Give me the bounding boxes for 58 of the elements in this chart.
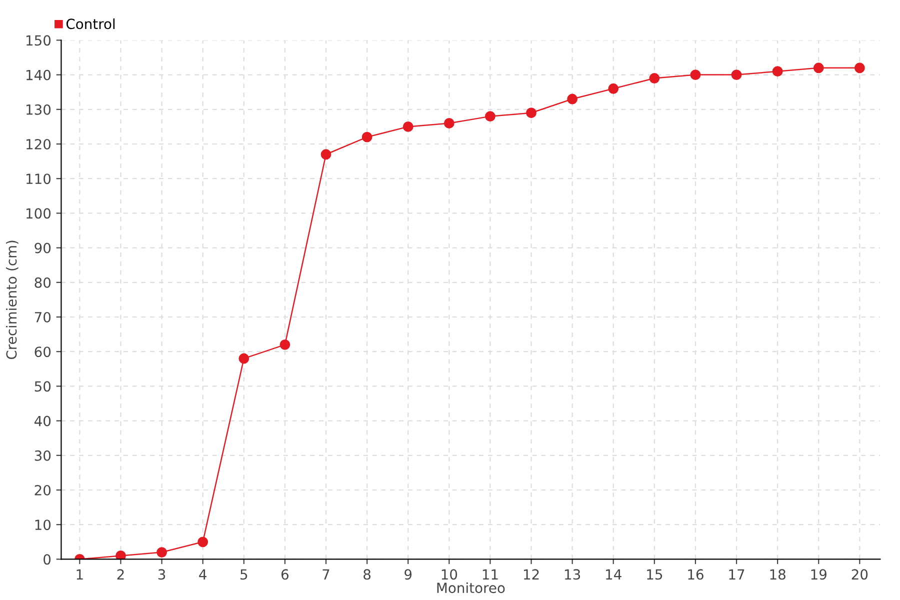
x-tick-label: 5	[240, 569, 248, 580]
point	[198, 536, 208, 548]
x-tick-label: 16	[688, 569, 704, 580]
x-tick-label: 4	[199, 569, 206, 580]
y-tick-label: 110	[26, 174, 51, 184]
point	[526, 108, 536, 118]
y-tick-label: 80	[34, 277, 51, 288]
x-tick-label: 9	[404, 569, 412, 580]
x-tick-label: 6	[281, 569, 288, 580]
point	[238, 353, 250, 364]
y-tick-label: 90	[34, 242, 51, 254]
point	[402, 121, 414, 132]
x-tick-label: 20	[852, 569, 868, 580]
x-tick-label: 14	[606, 569, 622, 580]
x-tick-label: 18	[770, 569, 786, 580]
y-tick-label: 10	[35, 520, 51, 530]
legend-label: Control	[66, 18, 115, 30]
y-tick-label: 100	[26, 208, 51, 219]
point	[772, 66, 783, 77]
point	[444, 118, 454, 128]
point	[813, 62, 824, 74]
point	[649, 73, 660, 84]
x-tick-label: 15	[647, 569, 662, 580]
y-tick-label: 30	[34, 450, 51, 461]
y-tick-label: 130	[26, 104, 51, 115]
x-tick-label: 12	[524, 569, 539, 580]
x-axis-title: Monitoreo	[437, 582, 505, 594]
x-tick-label: 2	[117, 569, 124, 580]
x-tick-label: 19	[811, 569, 826, 580]
x-tick-label: 7	[322, 569, 330, 580]
point	[484, 111, 496, 122]
point	[854, 62, 865, 74]
y-tick-label: 50	[34, 381, 51, 392]
x-tick-label: 17	[729, 569, 744, 580]
y-tick-label: 0	[44, 554, 51, 565]
point	[320, 149, 332, 160]
point	[116, 550, 126, 560]
x-tick-label: 1	[76, 569, 83, 580]
point	[608, 83, 619, 94]
y-tick-label: 20	[34, 484, 51, 496]
y-tick-label: 40	[34, 416, 51, 426]
point	[567, 94, 578, 104]
y-axis-title: Crecimiento (cm)	[6, 240, 18, 360]
y-tick-label: 60	[34, 346, 51, 358]
y-tick-label: 120	[26, 138, 51, 150]
point	[280, 339, 290, 350]
y-tick-label: 70	[34, 312, 51, 322]
y-tick-label: 140	[26, 70, 51, 80]
x-tick-label: 3	[158, 569, 166, 580]
x-tick-label: 8	[364, 569, 371, 580]
x-tick-label: 13	[564, 569, 580, 580]
x-tick-label: 10	[442, 569, 458, 580]
point	[362, 132, 372, 142]
x-tick-label: 11	[482, 569, 498, 580]
point	[690, 70, 701, 80]
y-tick-label: 150	[26, 35, 51, 46]
point	[731, 70, 742, 80]
point	[156, 547, 167, 558]
